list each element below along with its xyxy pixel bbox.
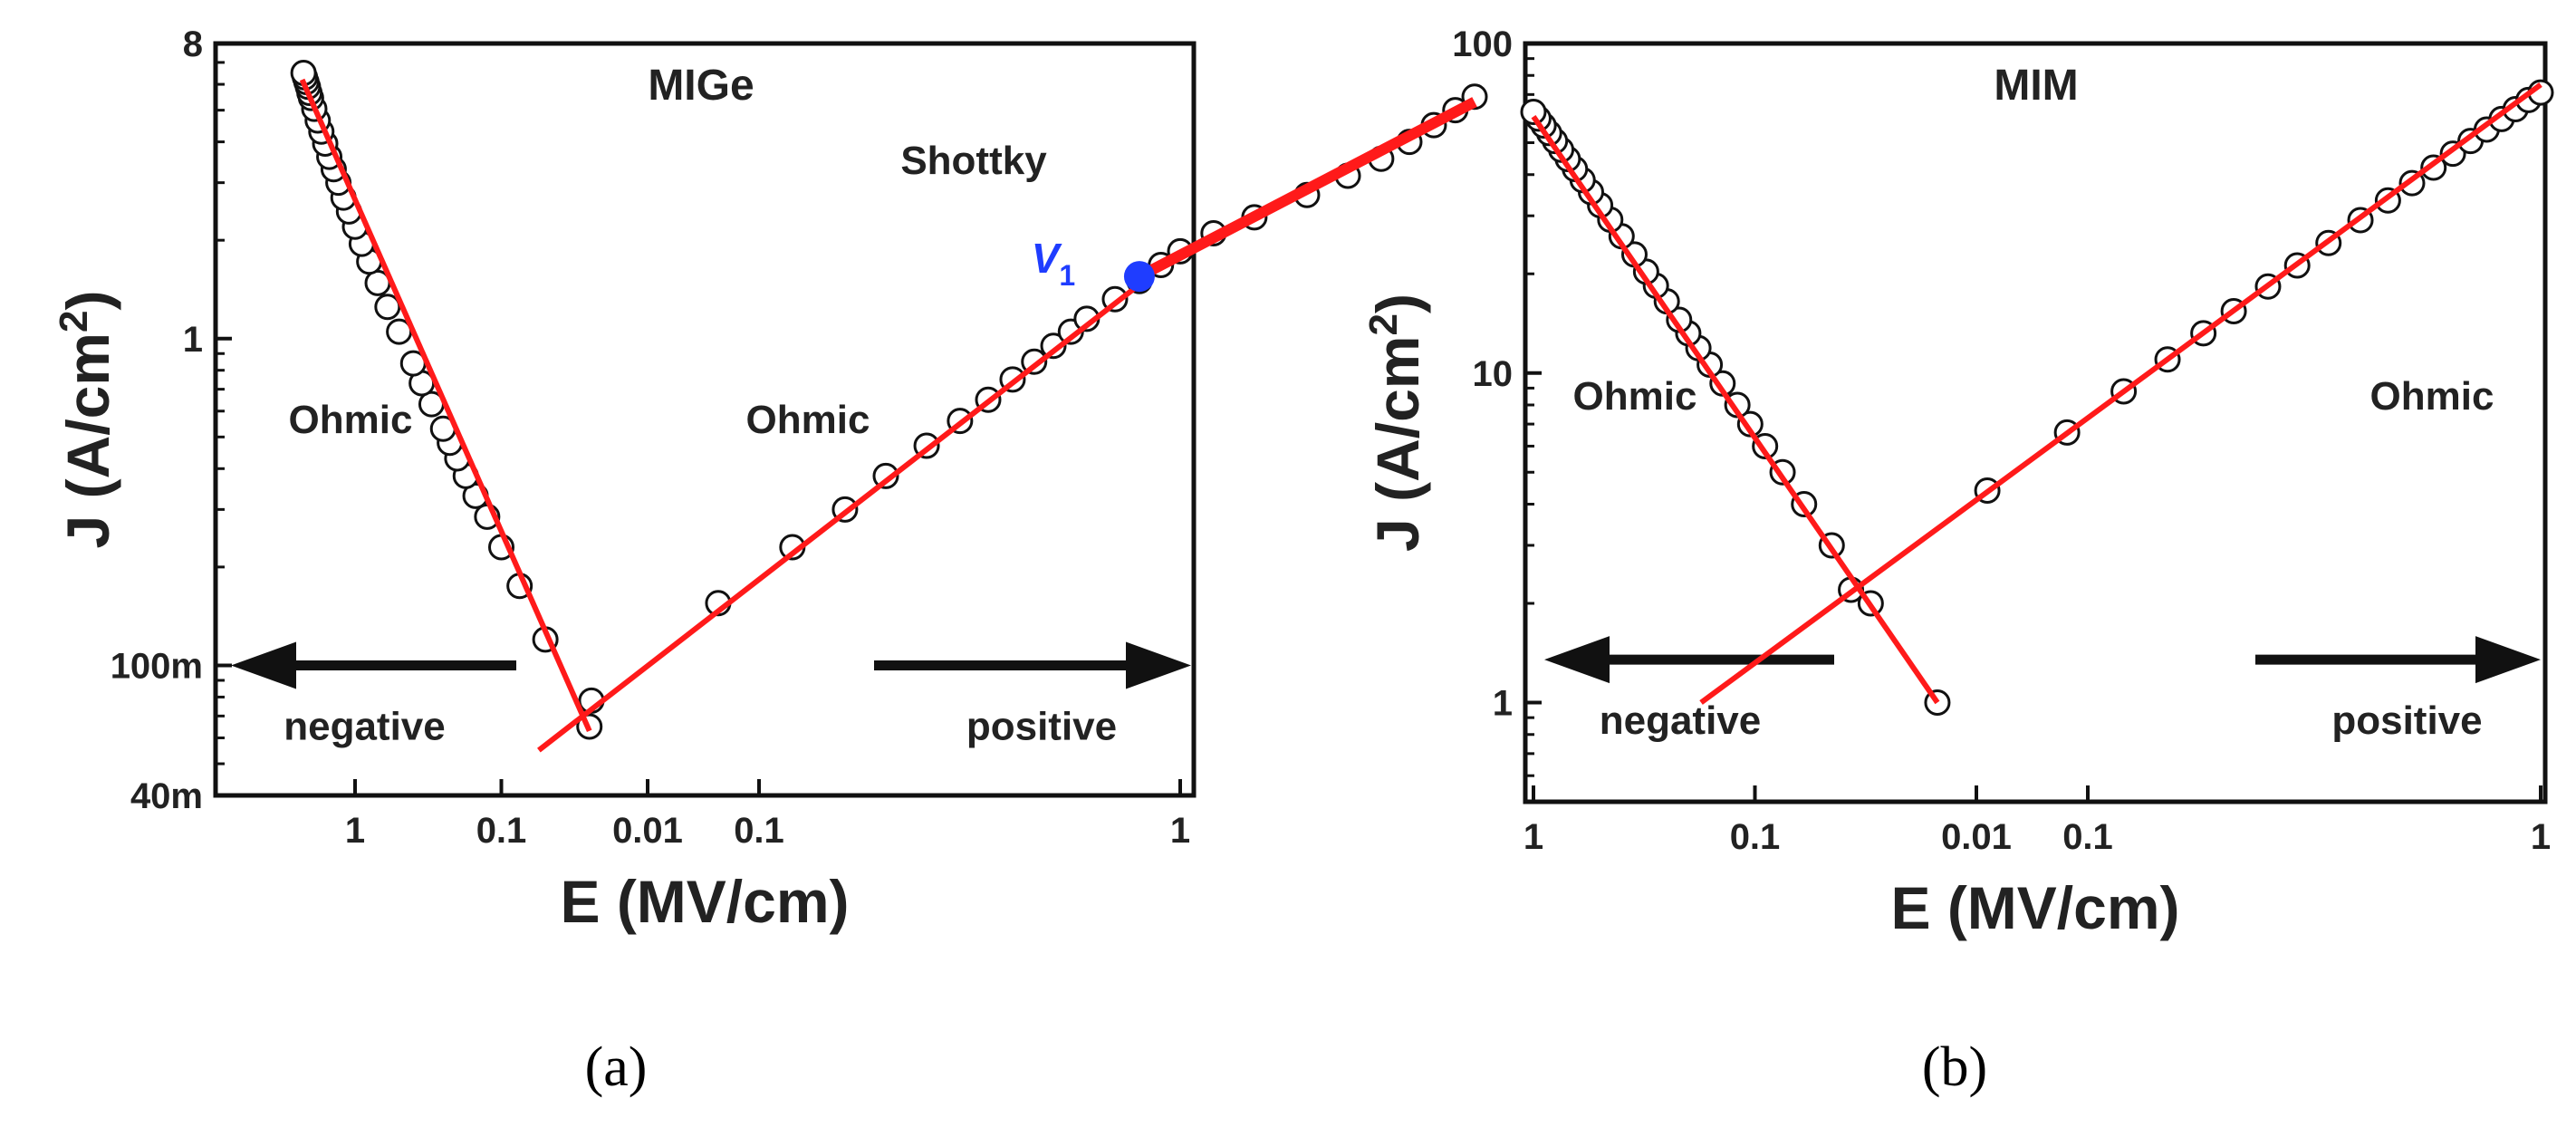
panel-caption: (a) (585, 1036, 648, 1098)
data-point-negative (1520, 99, 1547, 126)
x-tick-label: 0.1 (1730, 817, 1781, 857)
fit-line-negative (1531, 114, 1940, 705)
positive-arrow-head (1126, 641, 1191, 689)
v1-label: V1 (1032, 235, 1075, 292)
panel-a: 8 1 100m 40m 1 0.1 0.01 0.1 1 E (MV/cm) J (A/cm2) M… (52, 24, 1488, 1098)
fit-line-positive (1699, 82, 2542, 705)
positive-label: positive (2331, 698, 2482, 743)
y-tick-label: 100m (111, 646, 203, 686)
v1-point (1123, 261, 1155, 293)
y-axis-label: J (A/cm2) (1361, 294, 1431, 552)
x-tick-label: 0.1 (476, 811, 527, 851)
ohmic-label-positive: Ohmic (2370, 374, 2494, 419)
ohmic-label-negative: Ohmic (1573, 374, 1697, 419)
plot-frame (213, 41, 1197, 798)
x-tick-label: 1 (1170, 811, 1190, 851)
chart-title: MIGe (648, 62, 754, 110)
ohmic-label-positive: Ohmic (746, 398, 870, 442)
y-tick-label: 10 (1473, 354, 1514, 394)
negative-label: negative (284, 704, 446, 748)
x-tick-label: 1 (345, 811, 365, 851)
data-point-negative (374, 294, 401, 321)
negative-arrow-head (1544, 636, 1610, 684)
x-tick-label: 0.01 (1941, 817, 2012, 857)
y-axis-label: J (A/cm2) (52, 291, 121, 549)
shottky-label: Shottky (900, 139, 1047, 183)
y-tick-label: 1 (1493, 684, 1513, 724)
x-tick-label: 0.1 (2062, 817, 2113, 857)
positive-arrow-head (2475, 636, 2541, 684)
x-axis-label: E (MV/cm) (560, 868, 849, 935)
x-tick-label: 0.1 (734, 811, 784, 851)
data-point-positive (872, 462, 899, 489)
negative-arrow-head (231, 641, 296, 689)
negative-label: negative (1600, 698, 1762, 743)
x-tick-label: 1 (1523, 817, 1543, 857)
fit-line-negative (299, 78, 592, 733)
ohmic-label-negative: Ohmic (289, 398, 413, 442)
positive-label: positive (966, 704, 1117, 748)
plot-frame (1523, 41, 2548, 804)
panel-caption: (b) (1922, 1036, 1987, 1098)
chart-title: MIM (1994, 62, 2078, 110)
fit-line-positive-ohmic (537, 278, 1146, 753)
y-tick-label: 8 (183, 24, 203, 64)
fit-line-shottky (1137, 97, 1477, 282)
x-axis-label: E (MV/cm) (1890, 874, 2179, 941)
x-tick-label: 1 (2531, 817, 2551, 857)
y-tick-label: 40m (130, 776, 203, 816)
x-tick-label: 0.01 (612, 811, 683, 851)
y-tick-label: 100 (1452, 24, 1513, 64)
panel-b: 100 10 1 1 0.1 0.01 0.1 1 E (MV/cm) J (A/cm2) MIM n… (1361, 24, 2554, 1098)
data-point-positive (1040, 332, 1067, 360)
y-tick-label: 1 (183, 320, 203, 360)
